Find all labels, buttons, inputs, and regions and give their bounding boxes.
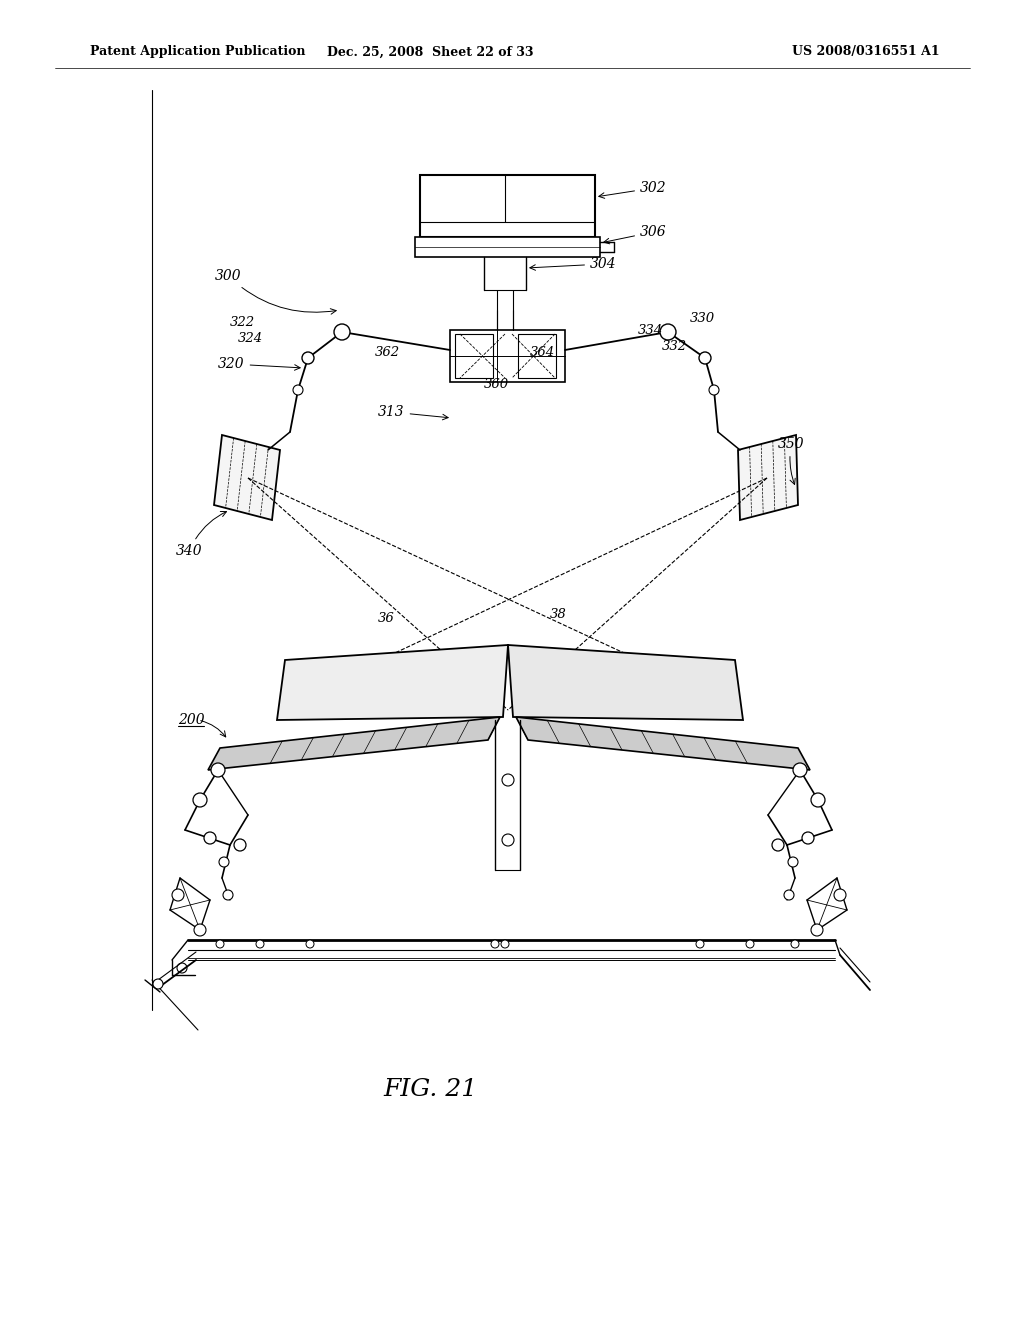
Circle shape bbox=[172, 888, 184, 902]
Polygon shape bbox=[278, 645, 508, 719]
Circle shape bbox=[502, 834, 514, 846]
Text: US 2008/0316551 A1: US 2008/0316551 A1 bbox=[793, 45, 940, 58]
Circle shape bbox=[784, 890, 794, 900]
Text: 324: 324 bbox=[238, 331, 263, 345]
Circle shape bbox=[177, 964, 187, 973]
Circle shape bbox=[802, 832, 814, 843]
Circle shape bbox=[501, 940, 509, 948]
Circle shape bbox=[194, 924, 206, 936]
Circle shape bbox=[793, 763, 807, 777]
Text: 36: 36 bbox=[378, 611, 394, 624]
Circle shape bbox=[204, 832, 216, 843]
Text: 332: 332 bbox=[662, 339, 687, 352]
Circle shape bbox=[696, 940, 705, 948]
Text: FIG. 21: FIG. 21 bbox=[383, 1078, 477, 1101]
Text: 313: 313 bbox=[378, 405, 449, 420]
Polygon shape bbox=[508, 645, 743, 719]
Text: 200: 200 bbox=[178, 713, 205, 727]
Polygon shape bbox=[208, 717, 500, 770]
Circle shape bbox=[302, 352, 314, 364]
Circle shape bbox=[502, 774, 514, 785]
Text: Patent Application Publication: Patent Application Publication bbox=[90, 45, 305, 58]
Text: 322: 322 bbox=[230, 315, 255, 329]
Circle shape bbox=[660, 323, 676, 341]
Text: 350: 350 bbox=[778, 437, 805, 484]
Bar bbox=[420, 176, 595, 238]
Polygon shape bbox=[516, 717, 810, 770]
Text: 364: 364 bbox=[530, 346, 555, 359]
Circle shape bbox=[293, 385, 303, 395]
Polygon shape bbox=[738, 436, 798, 520]
Circle shape bbox=[234, 840, 246, 851]
Bar bbox=[518, 334, 556, 378]
Circle shape bbox=[788, 857, 798, 867]
Circle shape bbox=[193, 793, 207, 807]
Text: 320: 320 bbox=[218, 356, 300, 371]
Text: 330: 330 bbox=[690, 312, 715, 325]
Bar bbox=[450, 330, 565, 381]
Circle shape bbox=[811, 793, 825, 807]
Text: Dec. 25, 2008  Sheet 22 of 33: Dec. 25, 2008 Sheet 22 of 33 bbox=[327, 45, 534, 58]
Circle shape bbox=[256, 940, 264, 948]
Circle shape bbox=[699, 352, 711, 364]
Circle shape bbox=[811, 924, 823, 936]
Text: 302: 302 bbox=[599, 181, 667, 198]
Circle shape bbox=[709, 385, 719, 395]
Circle shape bbox=[746, 940, 754, 948]
Text: 362: 362 bbox=[375, 346, 400, 359]
Circle shape bbox=[834, 888, 846, 902]
Circle shape bbox=[223, 890, 233, 900]
Circle shape bbox=[216, 940, 224, 948]
Circle shape bbox=[772, 840, 784, 851]
Text: 300: 300 bbox=[215, 269, 336, 314]
Text: 340: 340 bbox=[176, 511, 226, 558]
Circle shape bbox=[334, 323, 350, 341]
Circle shape bbox=[490, 940, 499, 948]
Circle shape bbox=[219, 857, 229, 867]
Text: 304: 304 bbox=[529, 257, 616, 271]
Circle shape bbox=[791, 940, 799, 948]
Circle shape bbox=[306, 940, 314, 948]
Polygon shape bbox=[214, 436, 280, 520]
Text: 360: 360 bbox=[484, 379, 509, 392]
Circle shape bbox=[153, 979, 163, 989]
Text: 306: 306 bbox=[604, 224, 667, 244]
Circle shape bbox=[211, 763, 225, 777]
Bar bbox=[455, 334, 493, 378]
Text: 38: 38 bbox=[550, 607, 566, 620]
Bar bbox=[415, 238, 600, 257]
Text: 334: 334 bbox=[638, 323, 664, 337]
